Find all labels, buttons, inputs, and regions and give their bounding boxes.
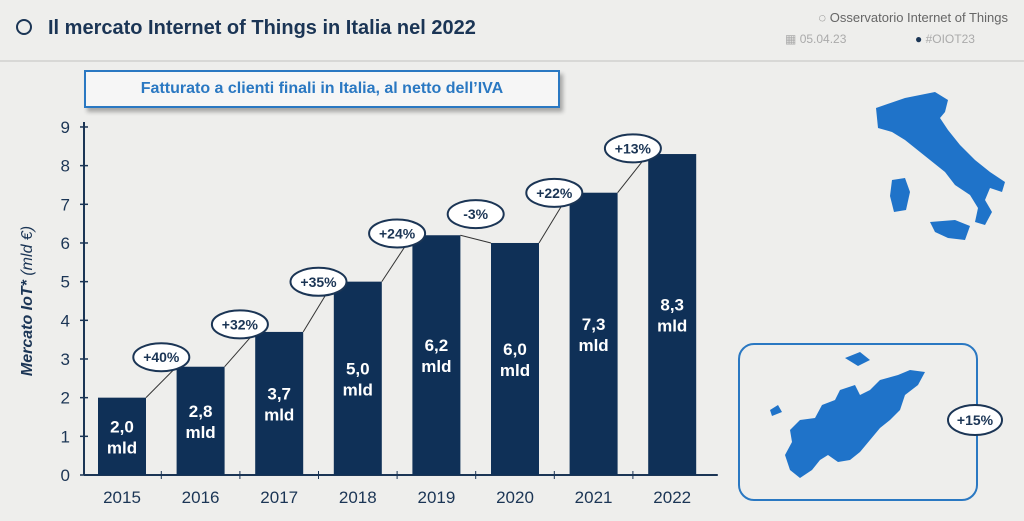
bar-2016 [176, 366, 225, 475]
twitter-icon: ● [915, 32, 923, 46]
y-axis-label-main: Mercato IoT* [19, 276, 36, 376]
date: ▦ 05.04.23 [785, 32, 846, 46]
y-tick-label: 0 [61, 466, 70, 485]
bar-2021 [569, 192, 618, 476]
growth-label: +13% [615, 140, 652, 156]
bar-value-label: 8,3 [660, 296, 684, 315]
x-tick-label: 2019 [417, 488, 455, 507]
growth-label: +32% [222, 316, 259, 332]
x-tick-label: 2018 [339, 488, 377, 507]
growth-bubble [603, 133, 662, 164]
bar-unit-label: mld [421, 357, 451, 376]
page-title: Il mercato Internet of Things in Italia … [48, 17, 476, 39]
bar-2018 [333, 281, 382, 475]
bar-2019 [412, 235, 461, 475]
organization: ◌ Osservatorio Internet of Things [818, 10, 1008, 25]
y-tick-label: 2 [61, 389, 70, 408]
bar-2017 [255, 331, 304, 475]
header: Il mercato Internet of Things in Italia … [0, 0, 1024, 62]
y-tick-label: 6 [61, 234, 70, 253]
growth-bubble [132, 342, 191, 373]
bar-unit-label: mld [343, 380, 373, 399]
sardinia-map [890, 178, 910, 212]
bar-value-label: 6,2 [425, 336, 449, 355]
hashtag-label: #OIOT23 [925, 32, 975, 46]
growth-label: +40% [143, 349, 180, 365]
growth-connector [145, 366, 177, 399]
bar-value-label: 3,7 [267, 384, 291, 403]
y-tick-label: 7 [61, 195, 70, 214]
y-tick-label: 5 [61, 273, 70, 292]
organization-label: Osservatorio Internet of Things [829, 10, 1008, 25]
europe-growth-label: +15% [957, 412, 994, 428]
bar-value-label: 5,0 [346, 359, 370, 378]
bar-unit-label: mld [657, 317, 687, 336]
y-tick-label: 8 [61, 157, 70, 176]
growth-bubble [368, 218, 427, 249]
x-tick-label: 2017 [260, 488, 298, 507]
bar-2022 [648, 154, 697, 475]
calendar-icon: ▦ [785, 32, 797, 46]
magnifier-logo-icon [16, 19, 32, 35]
bar-value-label: 2,8 [189, 402, 213, 421]
growth-label: -3% [463, 206, 488, 222]
hashtag: ● #OIOT23 [915, 32, 975, 46]
growth-label: +35% [300, 274, 337, 290]
sicily-map [930, 220, 970, 240]
italy-map [876, 92, 1005, 225]
x-tick-label: 2016 [182, 488, 220, 507]
europe-growth-bubble [947, 404, 1003, 436]
bar-unit-label: mld [264, 405, 294, 424]
x-tick-label: 2021 [575, 488, 613, 507]
chart-subtitle: Fatturato a clienti finali in Italia, al… [84, 70, 560, 108]
bar-value-label: 7,3 [582, 315, 606, 334]
growth-label: +24% [379, 225, 416, 241]
bar-2020 [491, 242, 539, 475]
y-tick-label: 9 [61, 118, 70, 137]
bar-unit-label: mld [107, 438, 137, 457]
y-axis-label-unit: (mld €) [19, 226, 36, 276]
y-tick-label: 4 [61, 311, 70, 330]
bar-unit-label: mld [578, 336, 608, 355]
growth-bubble [525, 177, 584, 208]
growth-bubble [289, 266, 348, 297]
y-axis-label: Mercato IoT* (mld €) [19, 226, 36, 376]
growth-label: +22% [536, 185, 573, 201]
europe-map [770, 352, 925, 478]
x-tick-label: 2022 [653, 488, 691, 507]
bar-value-label: 6,0 [503, 340, 527, 359]
bar-unit-label: mld [500, 361, 530, 380]
bar-value-label: 2,0 [110, 417, 134, 436]
y-tick-label: 1 [61, 427, 70, 446]
date-label: 05.04.23 [799, 32, 847, 46]
bar-2015 [98, 397, 146, 475]
growth-connector [460, 234, 492, 244]
bar-unit-label: mld [185, 423, 215, 442]
x-tick-label: 2015 [103, 488, 141, 507]
x-tick-label: 2020 [496, 488, 534, 507]
growth-bubble [446, 199, 505, 230]
y-tick-label: 3 [61, 350, 70, 369]
growth-bubble [210, 309, 269, 340]
